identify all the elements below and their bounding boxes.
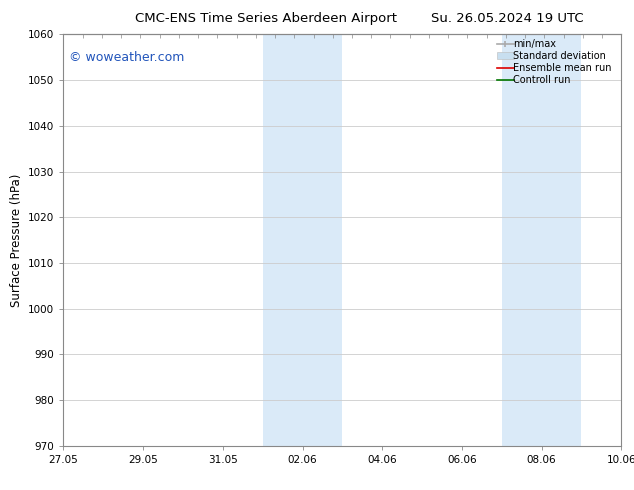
Text: Su. 26.05.2024 19 UTC: Su. 26.05.2024 19 UTC: [431, 12, 583, 25]
Legend: min/max, Standard deviation, Ensemble mean run, Controll run: min/max, Standard deviation, Ensemble me…: [495, 37, 618, 87]
Text: © woweather.com: © woweather.com: [69, 51, 184, 64]
Y-axis label: Surface Pressure (hPa): Surface Pressure (hPa): [10, 173, 23, 307]
Text: CMC-ENS Time Series Aberdeen Airport: CMC-ENS Time Series Aberdeen Airport: [135, 12, 398, 25]
Bar: [501, 34, 581, 446]
Bar: [262, 34, 342, 446]
